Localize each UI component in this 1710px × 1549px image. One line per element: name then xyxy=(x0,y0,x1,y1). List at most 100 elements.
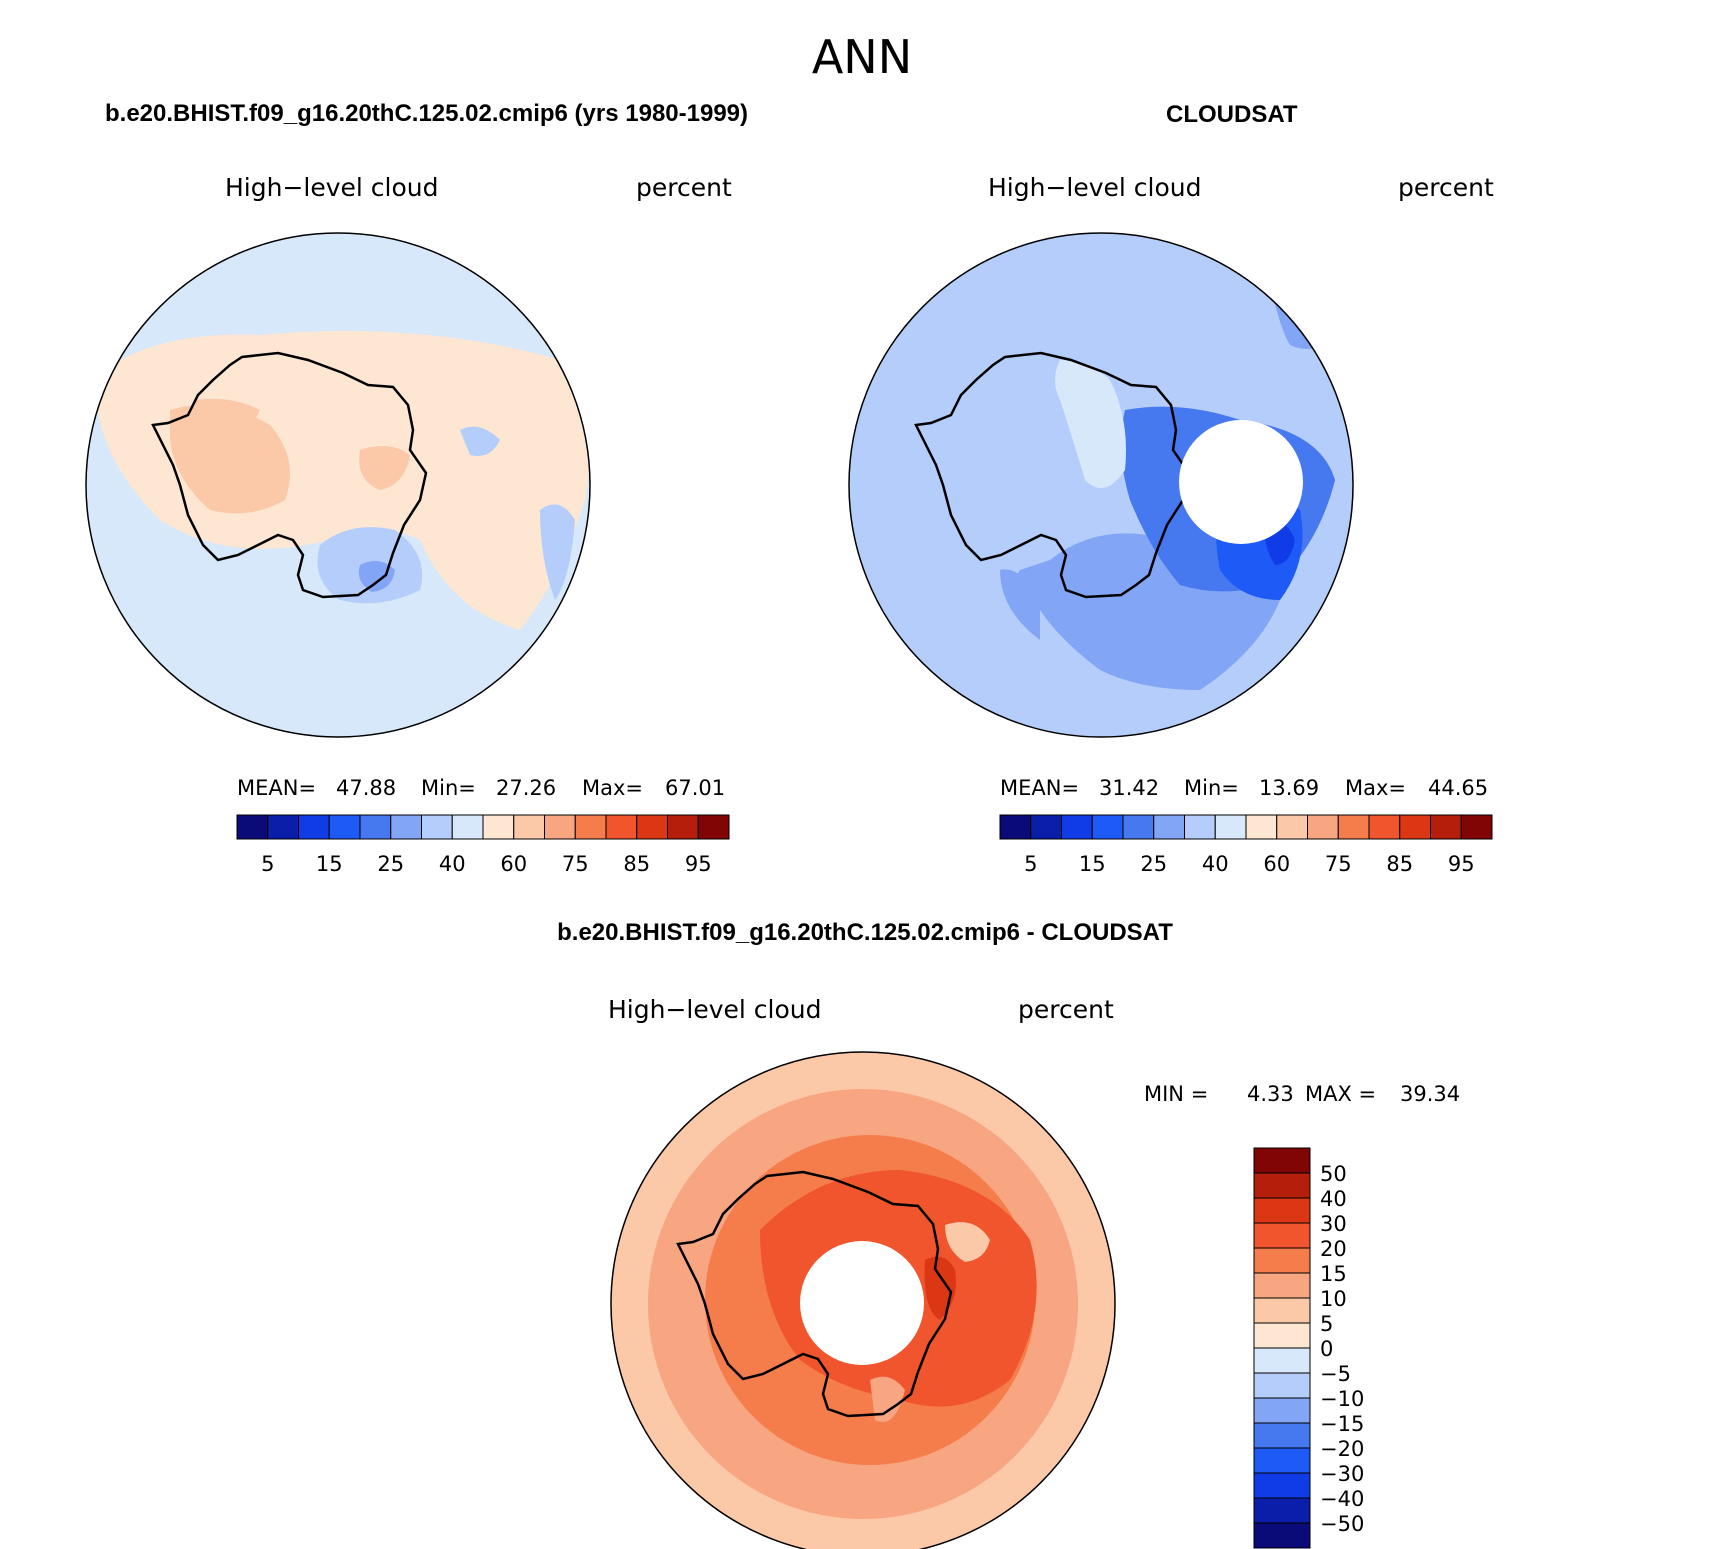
colorbar-swatch xyxy=(451,814,484,840)
panel3-lower-patch xyxy=(945,1222,990,1262)
colorbar-tick-label: 15 xyxy=(316,852,343,876)
page-title: ANN xyxy=(812,30,912,84)
colorbar-swatch xyxy=(1253,1322,1311,1349)
colorbar-swatch xyxy=(999,814,1032,840)
colorbar-tick-label: 60 xyxy=(1263,852,1290,876)
panel2-max-value: 44.65 xyxy=(1428,776,1488,800)
colorbar-tick-label: 5 xyxy=(1024,852,1037,876)
panel1-mean-value: 47.88 xyxy=(336,776,396,800)
panel3-lower-patch-2 xyxy=(870,1376,905,1422)
panel2-map-border xyxy=(848,232,1354,738)
colorbar-swatch xyxy=(1153,814,1185,840)
panel1-min-value: 27.26 xyxy=(496,776,556,800)
colorbar-swatch xyxy=(267,814,299,840)
colorbar-tick-label: 15 xyxy=(1079,852,1106,876)
colorbar-tick-label: 15 xyxy=(1320,1262,1347,1286)
colorbar-swatch xyxy=(1214,814,1247,840)
colorbar-swatch xyxy=(1122,814,1155,840)
colorbar-swatch xyxy=(1368,814,1401,840)
colorbar-tick-label: 40 xyxy=(1202,852,1229,876)
colorbar-swatch xyxy=(605,814,638,840)
colorbar-tick-label: −50 xyxy=(1320,1512,1364,1536)
colorbar-swatch xyxy=(1253,1397,1311,1424)
panel1-low-cloud-patch-2 xyxy=(460,426,500,456)
panel1-low-cloud-patch-3 xyxy=(540,504,575,600)
panel1-higher-cloud-patch xyxy=(170,405,290,514)
colorbar-swatch xyxy=(1184,814,1216,840)
panel2-mean-value: 31.42 xyxy=(1099,776,1159,800)
colorbar-tick-label: 60 xyxy=(500,852,527,876)
panel2-title: CLOUDSAT xyxy=(1166,101,1298,128)
panel2-stats: MEAN= 31.42 Min= 13.69 Max= 44.65 xyxy=(1000,776,1488,800)
colorbar-tick-label: −5 xyxy=(1320,1362,1351,1386)
colorbar-tick-label: 95 xyxy=(685,852,712,876)
panel1-higher-cloud-patch-3 xyxy=(359,446,410,490)
colorbar-swatch xyxy=(390,814,422,840)
panel3-variable: High−level cloud xyxy=(608,995,822,1024)
panel2-colorbar: 5 15 25 40 60 75 85 95 xyxy=(999,814,1493,876)
colorbar-tick-label: 10 xyxy=(1320,1287,1347,1311)
colorbar-swatch xyxy=(1430,814,1462,840)
panel2-pole-hole xyxy=(1179,420,1303,544)
panel1-mean-label: MEAN= xyxy=(237,776,316,800)
colorbar-swatch xyxy=(1253,1372,1311,1399)
colorbar-swatch xyxy=(1337,814,1370,840)
colorbar-tick-label: 75 xyxy=(1325,852,1352,876)
colorbar-swatch xyxy=(1307,814,1339,840)
colorbar-swatch xyxy=(1253,1522,1311,1549)
colorbar-swatch xyxy=(574,814,607,840)
colorbar-swatch xyxy=(1245,814,1278,840)
panel2-map xyxy=(849,233,1353,737)
panel1-higher-cloud-patch-2 xyxy=(195,398,260,430)
panel1-max-label: Max= xyxy=(582,776,643,800)
colorbar-swatch xyxy=(236,814,269,840)
colorbar-swatch xyxy=(1253,1422,1311,1449)
panel1-map xyxy=(86,233,590,737)
panel1-variable: High−level cloud xyxy=(225,173,439,202)
colorbar-tick-label: 40 xyxy=(439,852,466,876)
colorbar-tick-label: 50 xyxy=(1320,1162,1347,1186)
colorbar-tick-label: 0 xyxy=(1320,1337,1333,1361)
panel3-min-value: 4.33 xyxy=(1247,1082,1294,1106)
colorbar-swatch xyxy=(544,814,576,840)
colorbar-swatch xyxy=(421,814,453,840)
panel1-colorbar: 5 15 25 40 60 75 85 95 xyxy=(236,814,730,876)
colorbar-swatch xyxy=(1253,1172,1311,1199)
colorbar-swatch xyxy=(1276,814,1308,840)
panel1-title: b.e20.BHIST.f09_g16.20thC.125.02.cmip6 (… xyxy=(105,100,748,127)
panel3-map-border xyxy=(610,1051,1116,1549)
colorbar-tick-label: −15 xyxy=(1320,1412,1364,1436)
panel2-variable: High−level cloud xyxy=(988,173,1202,202)
panel1-max-value: 67.01 xyxy=(665,776,725,800)
colorbar-swatch xyxy=(1399,814,1431,840)
panel2-mean-label: MEAN= xyxy=(1000,776,1079,800)
colorbar-tick-label: 25 xyxy=(1140,852,1167,876)
panel3-title: b.e20.BHIST.f09_g16.20thC.125.02.cmip6 -… xyxy=(557,919,1173,946)
colorbar-tick-label: 40 xyxy=(1320,1187,1347,1211)
colorbar-tick-label: 25 xyxy=(377,852,404,876)
colorbar-tick-label: 85 xyxy=(623,852,650,876)
panel1-lowest-cloud-patch xyxy=(358,561,395,592)
panel3-pole-hole xyxy=(800,1241,924,1365)
panel1-min-label: Min= xyxy=(421,776,476,800)
colorbar-tick-label: 75 xyxy=(562,852,589,876)
colorbar-swatch xyxy=(1030,814,1062,840)
colorbar-tick-label: 5 xyxy=(261,852,274,876)
colorbar-swatch xyxy=(1253,1347,1311,1374)
colorbar-swatch xyxy=(636,814,668,840)
panel3-stats: MIN = 4.33 MAX = 39.34 xyxy=(1144,1082,1460,1106)
colorbar-swatch xyxy=(1253,1497,1311,1524)
colorbar-tick-label: 95 xyxy=(1448,852,1475,876)
colorbar-swatch xyxy=(1253,1147,1311,1174)
colorbar-tick-label: −30 xyxy=(1320,1462,1364,1486)
panel1-map-border xyxy=(85,232,591,738)
panel3-units: percent xyxy=(1018,995,1114,1024)
colorbar-swatch xyxy=(1061,814,1093,840)
colorbar-tick-label: −10 xyxy=(1320,1387,1364,1411)
colorbar-swatch xyxy=(298,814,330,840)
colorbar-swatch xyxy=(513,814,545,840)
panel3-min-label: MIN = xyxy=(1144,1082,1208,1106)
colorbar-swatch xyxy=(482,814,515,840)
panel2-max-label: Max= xyxy=(1345,776,1406,800)
